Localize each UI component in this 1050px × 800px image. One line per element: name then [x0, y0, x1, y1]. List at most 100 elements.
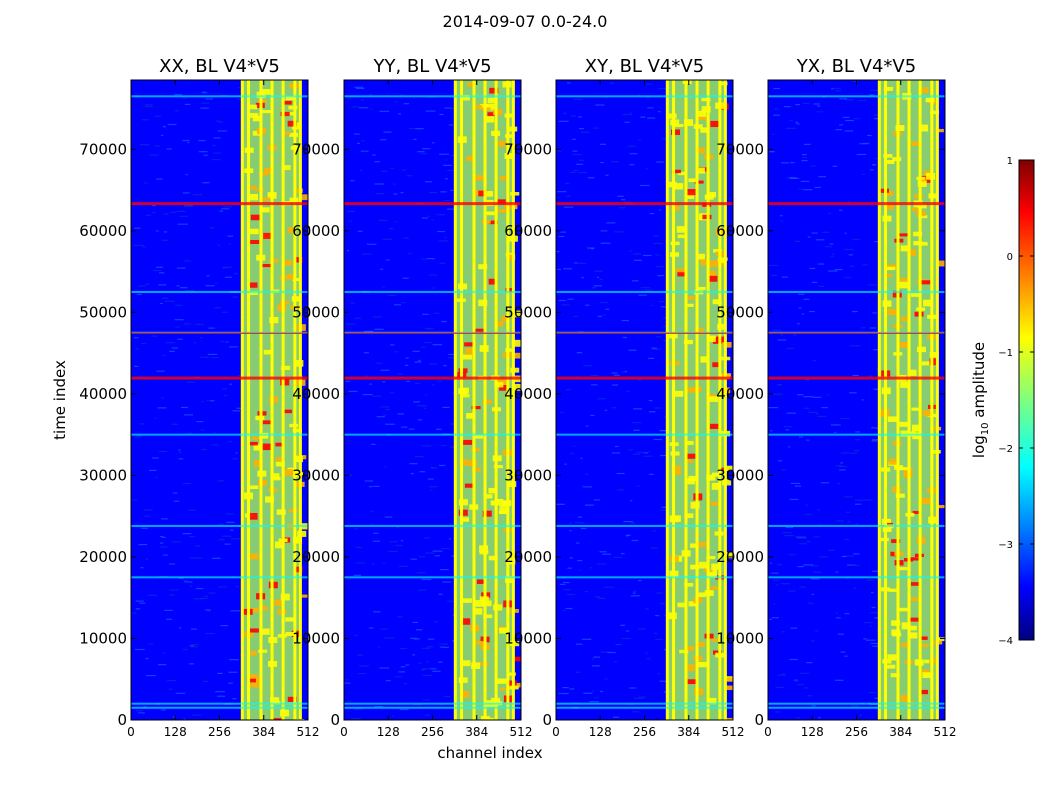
- noise-cell: [175, 326, 180, 328]
- strong-channel: [930, 80, 934, 720]
- noise-cell: [863, 638, 867, 640]
- time-feature-line: [556, 576, 733, 579]
- noise-cell: [632, 590, 637, 592]
- noise-cell: [390, 344, 395, 346]
- noise-cell: [872, 645, 879, 647]
- noise-cell: [350, 718, 361, 720]
- rfi-blob: [717, 323, 727, 330]
- noise-cell: [396, 526, 399, 528]
- noise-cell: [376, 416, 385, 418]
- noise-cell: [794, 240, 800, 242]
- rfi-blob: [264, 167, 274, 175]
- noise-cell: [232, 296, 238, 298]
- noise-cell: [205, 632, 215, 635]
- time-feature-line: [768, 433, 945, 436]
- noise-cell: [771, 572, 779, 574]
- noise-cell: [131, 499, 138, 501]
- noise-cell: [817, 105, 821, 107]
- noise-cell: [633, 429, 640, 431]
- y-tick-label: 0: [754, 711, 764, 729]
- noise-cell: [344, 682, 351, 684]
- rfi-blob: [701, 106, 711, 113]
- rfi-blob: [488, 220, 498, 225]
- noise-cell: [781, 276, 788, 278]
- noise-cell: [617, 195, 624, 197]
- noise-cell: [161, 134, 164, 137]
- time-feature-line: [556, 290, 733, 293]
- rfi-blob: [463, 439, 473, 445]
- noise-cell: [430, 489, 433, 491]
- noise-cell: [840, 452, 850, 454]
- noise-cell: [182, 533, 192, 535]
- noise-cell: [781, 583, 791, 585]
- rfi-blob: [929, 658, 939, 664]
- noise-cell: [370, 510, 374, 513]
- x-tick-label: 0: [764, 725, 772, 739]
- noise-cell: [399, 708, 409, 711]
- noise-cell: [146, 674, 156, 677]
- noise-cell: [805, 504, 809, 506]
- noise-cell: [222, 267, 228, 269]
- noise-cell: [356, 562, 365, 564]
- noise-cell: [449, 107, 457, 110]
- noise-cell: [853, 553, 860, 555]
- noise-cell: [573, 98, 583, 101]
- noise-cell: [859, 143, 869, 145]
- noise-cell: [155, 115, 161, 117]
- rfi-blob: [258, 172, 268, 176]
- noise-cell: [169, 350, 175, 352]
- noise-cell: [786, 412, 796, 414]
- noise-cell: [182, 192, 190, 194]
- noise-cell: [643, 452, 649, 454]
- x-tick-label: 256: [633, 725, 656, 739]
- noise-cell: [772, 329, 782, 331]
- rfi-blob: [723, 677, 733, 682]
- noise-cell: [228, 682, 233, 684]
- rfi-blob: [911, 407, 921, 411]
- noise-cell: [399, 647, 408, 650]
- noise-cell: [863, 622, 873, 624]
- noise-cell: [228, 243, 232, 245]
- noise-cell: [659, 603, 665, 605]
- noise-cell: [612, 716, 620, 718]
- y-tick-label: 0: [117, 711, 127, 729]
- rfi-blob: [276, 509, 286, 515]
- noise-cell: [843, 248, 854, 251]
- noise-cell: [162, 126, 166, 128]
- noise-cell: [827, 212, 832, 214]
- noise-cell: [218, 539, 225, 541]
- noise-cell: [869, 327, 876, 329]
- noise-cell: [559, 583, 566, 586]
- noise-cell: [628, 687, 637, 689]
- noise-cell: [841, 555, 847, 558]
- noise-cell: [834, 431, 837, 433]
- heatmap-image: [344, 80, 521, 720]
- noise-cell: [141, 246, 147, 248]
- rfi-blob: [712, 362, 722, 368]
- noise-cell: [633, 453, 641, 455]
- rfi-blob: [249, 485, 259, 490]
- noise-cell: [652, 348, 661, 350]
- noise-cell: [228, 671, 238, 673]
- noise-cell: [345, 323, 356, 325]
- rfi-blob: [300, 594, 308, 598]
- noise-cell: [417, 589, 427, 591]
- rfi-blob: [506, 672, 516, 676]
- time-feature-line: [768, 202, 945, 206]
- noise-cell: [208, 592, 216, 594]
- strong-channel: [907, 80, 911, 720]
- noise-cell: [637, 579, 642, 582]
- x-tick-label: 384: [677, 725, 700, 739]
- noise-cell: [191, 644, 199, 646]
- noise-cell: [849, 392, 857, 394]
- rfi-blob: [723, 717, 733, 720]
- noise-cell: [389, 228, 394, 230]
- noise-cell: [157, 664, 167, 666]
- noise-cell: [803, 564, 814, 566]
- noise-cell: [803, 298, 810, 300]
- y-tick-label: 10000: [504, 629, 552, 647]
- noise-cell: [380, 369, 390, 371]
- rfi-blob: [478, 264, 488, 270]
- noise-cell: [629, 112, 632, 114]
- noise-cell: [556, 503, 565, 505]
